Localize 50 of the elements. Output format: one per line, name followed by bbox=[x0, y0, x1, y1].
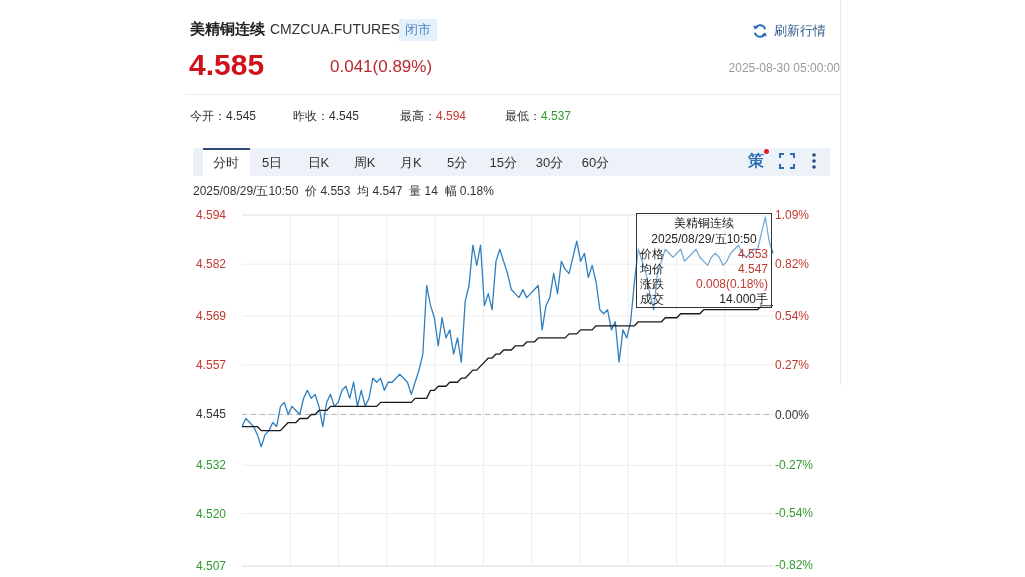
text: 30分 bbox=[535, 155, 564, 170]
line-series bbox=[241, 216, 774, 448]
annotation: 0.008(0.18%) bbox=[695, 277, 768, 292]
text: 5分 bbox=[446, 155, 468, 170]
y2-tick-label: 1.09% bbox=[775, 208, 810, 222]
y2-tick-label: 0.00% bbox=[775, 407, 810, 422]
y-tick-label: 4.532 bbox=[195, 458, 227, 473]
y-tick-label: 4.545 bbox=[195, 407, 227, 422]
chart-title: 美精铜连续 bbox=[190, 20, 265, 37]
annotation: 涨跌 bbox=[640, 277, 664, 292]
chart-subtitle: CMZCUA.FUTURES bbox=[270, 21, 400, 37]
y-tick-label: 4.594 bbox=[195, 208, 227, 223]
annotation: 4.553 bbox=[737, 247, 768, 262]
text: 2025-08-30 05:00:00 bbox=[728, 61, 840, 75]
text: 分时 bbox=[213, 155, 239, 170]
text: 15分 bbox=[489, 155, 517, 170]
text: 最高：4.594 bbox=[400, 109, 467, 123]
y-tick-label: 4.520 bbox=[195, 506, 227, 521]
text: 刷新行情 bbox=[774, 23, 826, 38]
text: 0.041(0.89%) bbox=[330, 57, 433, 76]
y2-tick-label: -0.82% bbox=[775, 558, 814, 573]
text: 2025/08/29/五10:50 价 4.553 均 4.547 量 14 幅 0.18% bbox=[193, 184, 494, 198]
text: 策 bbox=[748, 152, 764, 169]
y-tick-label: 4.582 bbox=[195, 257, 227, 272]
text: 4.585 bbox=[189, 48, 265, 81]
text: 日K bbox=[307, 155, 330, 170]
y2-tick-label: 0.82% bbox=[775, 257, 810, 272]
y2-tick-label: 0.54% bbox=[775, 308, 810, 323]
text: 昨收：4.545 bbox=[293, 109, 360, 123]
y2-tick-label: -0.27% bbox=[775, 457, 814, 472]
line-series bbox=[241, 305, 774, 432]
annotation: 14.000手 bbox=[719, 292, 768, 307]
y2-tick-label: -0.54% bbox=[775, 506, 814, 521]
annotation: 成交 bbox=[640, 292, 664, 307]
annotation: 价格 bbox=[640, 247, 664, 262]
y2-tick-label: 0.27% bbox=[775, 358, 810, 373]
annotation: 2025/08/29/五10:50 bbox=[651, 232, 757, 246]
text: 最低：4.537 bbox=[505, 109, 572, 123]
text: 月K bbox=[399, 155, 422, 170]
text: 今开：4.545 bbox=[190, 109, 257, 123]
y-tick-label: 4.507 bbox=[195, 559, 227, 573]
y-tick-label: 4.569 bbox=[195, 309, 227, 324]
chart-title: 美精铜连续 bbox=[674, 216, 734, 230]
y-tick-label: 4.557 bbox=[195, 357, 227, 372]
text: 5日 bbox=[262, 155, 283, 170]
text: 60分 bbox=[581, 155, 610, 170]
text: 周K bbox=[353, 155, 376, 170]
status-badge: 闭市 bbox=[399, 19, 437, 41]
annotation: 均价 bbox=[640, 262, 664, 277]
annotation: 4.547 bbox=[737, 262, 768, 277]
